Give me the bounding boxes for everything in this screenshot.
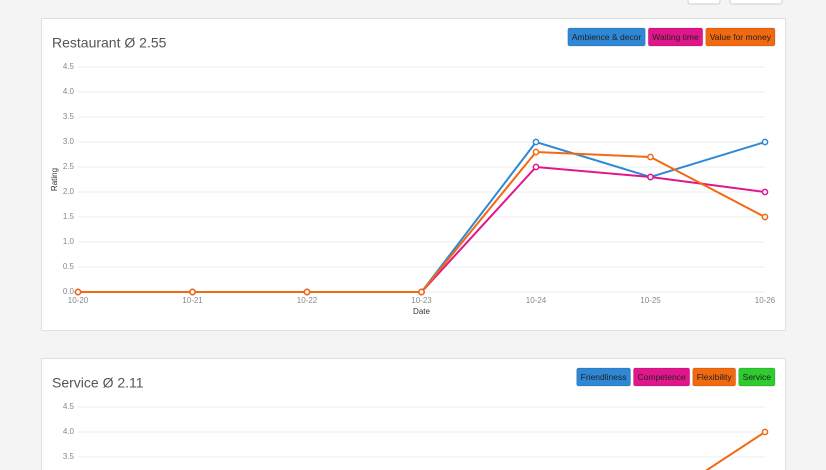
- legend-swatch: [576, 367, 631, 387]
- data-point: [303, 288, 311, 296]
- legend-label: Service: [743, 372, 772, 382]
- button[interactable]: [687, 0, 721, 5]
- x-axis-label: Date: [413, 307, 430, 316]
- legend-label: Competence: [638, 372, 686, 382]
- legend-swatch: [633, 367, 691, 387]
- legend-swatch: [647, 27, 704, 47]
- legend-swatch: [738, 367, 776, 387]
- data-point: [532, 138, 540, 146]
- y-tick-label: 1.0: [63, 237, 75, 246]
- data-point: [647, 173, 654, 181]
- legend-label: Flexibility: [697, 372, 733, 382]
- y-tick-label: 4.0: [63, 427, 75, 436]
- x-tick-label: 10-20: [68, 296, 89, 305]
- y-tick-label: 3.0: [63, 137, 75, 146]
- chart-title: Service Ø 2.11: [52, 375, 144, 391]
- y-tick-label: 1.5: [63, 212, 75, 221]
- y-tick-label: 4.5: [63, 402, 75, 411]
- data-point: [761, 188, 769, 196]
- legend-label: Value for money: [710, 32, 772, 42]
- x-tick-label: 10-23: [411, 296, 432, 305]
- legend-swatch: [705, 27, 776, 47]
- legend-label: Friendliness: [581, 372, 627, 382]
- legend-swatch: [692, 367, 737, 387]
- button[interactable]: [729, 0, 783, 5]
- data-point: [532, 163, 540, 171]
- legend-label: Waiting time: [652, 32, 699, 42]
- x-tick-label: 10-22: [297, 296, 318, 305]
- x-tick-label: 10-21: [182, 296, 203, 305]
- data-point: [189, 288, 196, 296]
- data-point: [647, 153, 654, 161]
- y-tick-label: 0.5: [63, 262, 75, 271]
- legend-label: Ambience & decor: [572, 32, 642, 42]
- y-tick-label: 2.5: [63, 162, 75, 171]
- x-tick-label: 10-25: [640, 296, 661, 305]
- data-point: [74, 288, 82, 296]
- chart-title: Restaurant Ø 2.55: [52, 35, 167, 51]
- y-tick-label: 3.5: [63, 452, 75, 461]
- data-point: [761, 428, 769, 436]
- panel: [41, 18, 786, 331]
- y-axis-label: Rating: [50, 168, 59, 191]
- y-tick-label: 4.0: [63, 87, 75, 96]
- top-strip: [0, 0, 826, 8]
- y-tick-label: 2.0: [63, 187, 75, 196]
- data-point: [761, 138, 769, 146]
- x-tick-label: 10-24: [526, 296, 547, 305]
- data-point: [532, 148, 540, 156]
- data-point: [418, 288, 425, 296]
- y-tick-label: 4.5: [63, 62, 75, 71]
- legend-swatch: [567, 27, 646, 47]
- y-tick-label: 0.0: [63, 287, 75, 296]
- data-point: [761, 213, 769, 221]
- x-tick-label: 10-26: [755, 296, 776, 305]
- y-tick-label: 3.5: [63, 112, 75, 121]
